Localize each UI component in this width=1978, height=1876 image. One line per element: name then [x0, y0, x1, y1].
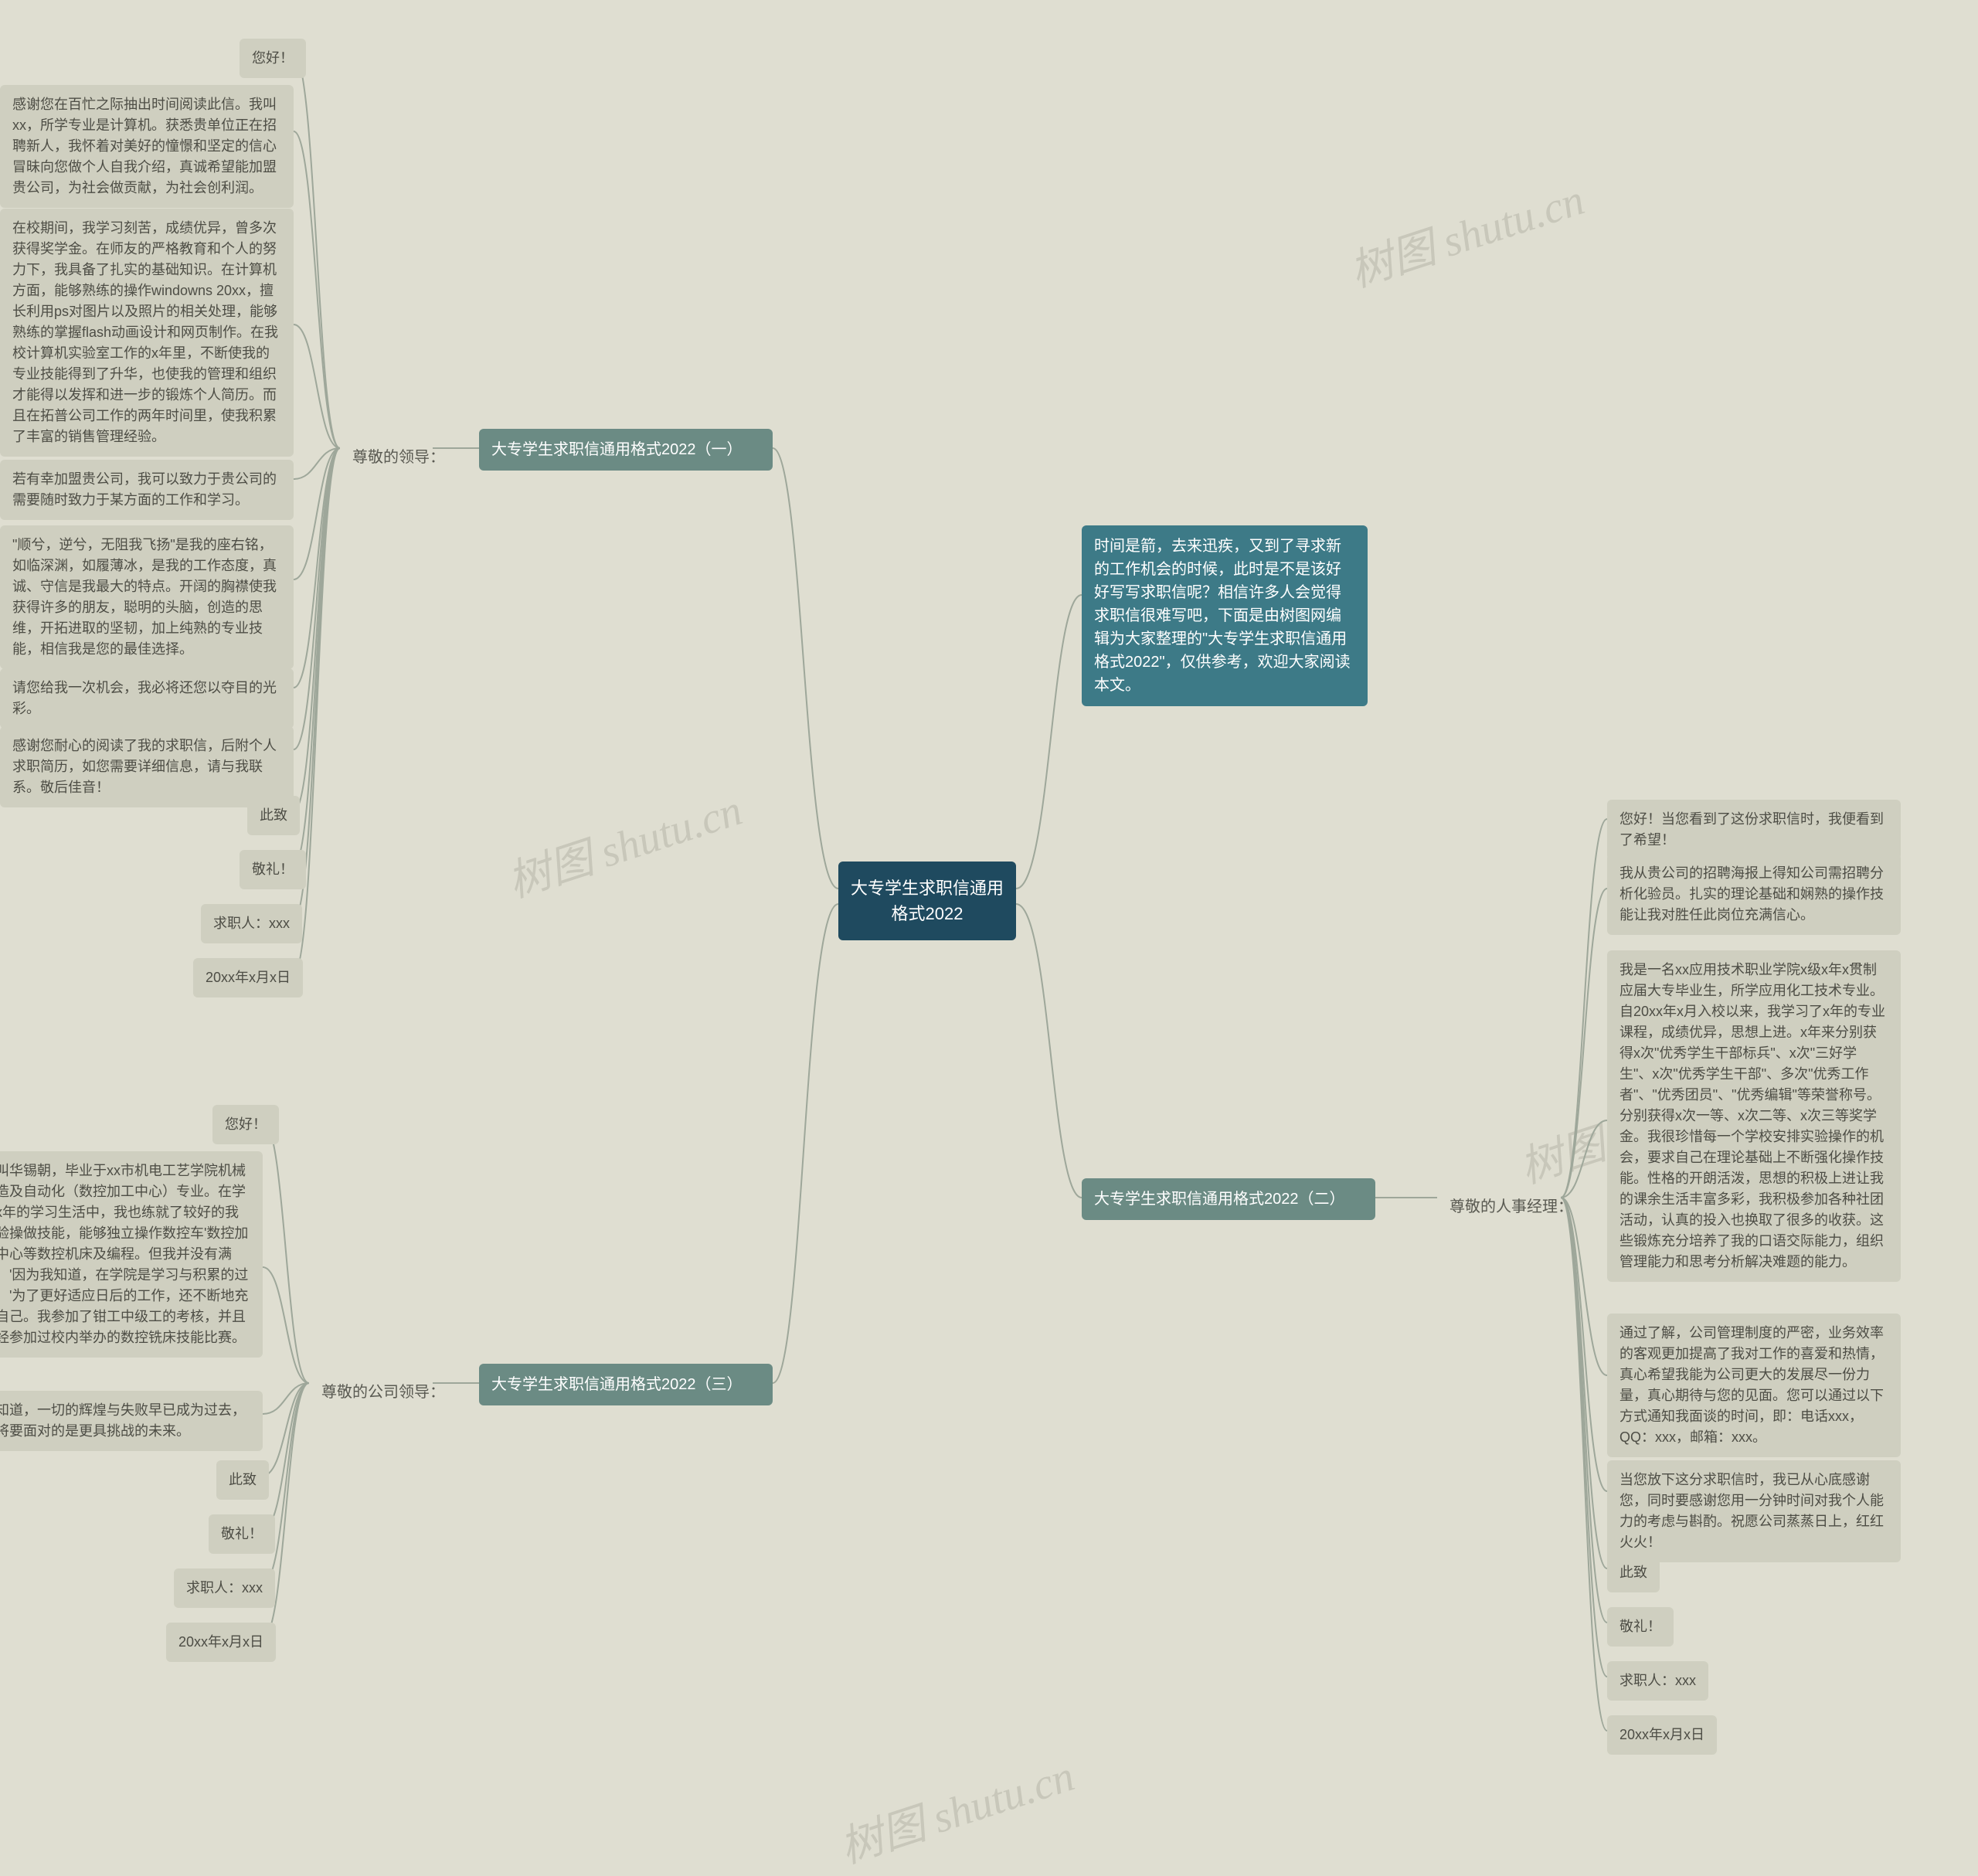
section-3[interactable]: 大专学生求职信通用格式2022（三） [479, 1364, 773, 1405]
intro-node[interactable]: 时间是箭，去来迅疾，又到了寻求新的工作机会的时候，此时是不是该好好写写求职信呢？… [1082, 525, 1368, 706]
section-3-leaf[interactable]: 我叫华锡朝，毕业于xx市机电工艺学院机械制造及自动化（数控加工中心）专业。在学院… [0, 1151, 263, 1358]
section-3-leaf[interactable]: 20xx年x月x日 [166, 1623, 276, 1662]
section-1-leaf[interactable]: 在校期间，我学习刻苦，成绩优异，曾多次获得奖学金。在师友的严格教育和个人的努力下… [0, 209, 294, 457]
section-2-leaf[interactable]: 我从贵公司的招聘海报上得知公司需招聘分析化验员。扎实的理论基础和娴熟的操作技能让… [1607, 854, 1901, 935]
section-1-sub[interactable]: 尊敬的领导： [340, 437, 457, 478]
watermark: 树图 shutu.cn [498, 775, 749, 909]
section-2[interactable]: 大专学生求职信通用格式2022（二） [1082, 1178, 1375, 1220]
section-3-leaf[interactable]: 此致 [216, 1460, 269, 1500]
section-3-leaf[interactable]: 我知道，一切的辉煌与失败早已成为过去，我将要面对的是更具挑战的未来。 [0, 1391, 263, 1451]
section-2-leaf[interactable]: 当您放下这分求职信时，我已从心底感谢您，同时要感谢您用一分钟时间对我个人能力的考… [1607, 1460, 1901, 1562]
section-1-leaf[interactable]: 感谢您耐心的阅读了我的求职信，后附个人求职简历，如您需要详细信息，请与我联系。敬… [0, 726, 294, 807]
root-node[interactable]: 大专学生求职信通用格式2022 [838, 862, 1016, 940]
section-1-leaf[interactable]: 20xx年x月x日 [193, 958, 303, 997]
watermark: 树图 shutu.cn [831, 1741, 1081, 1875]
watermark: 树图 shutu.cn [1341, 165, 1591, 299]
section-1-leaf[interactable]: "顺兮，逆兮，无阻我飞扬"是我的座右铭，如临深渊，如履薄冰，是我的工作态度，真诚… [0, 525, 294, 669]
section-1-leaf[interactable]: 此致 [247, 796, 300, 835]
section-1-leaf[interactable]: 您好！ [240, 39, 306, 78]
section-1-leaf[interactable]: 求职人：xxx [201, 904, 302, 943]
section-3-leaf[interactable]: 求职人：xxx [174, 1568, 275, 1608]
section-2-leaf[interactable]: 20xx年x月x日 [1607, 1715, 1717, 1755]
section-1-leaf[interactable]: 感谢您在百忙之际抽出时间阅读此信。我叫xx，所学专业是计算机。获悉贵单位正在招聘… [0, 85, 294, 208]
section-1-leaf[interactable]: 若有幸加盟贵公司，我可以致力于贵公司的需要随时致力于某方面的工作和学习。 [0, 460, 294, 520]
section-2-leaf[interactable]: 我是一名xx应用技术职业学院x级x年x贯制应届大专毕业生，所学应用化工技术专业。… [1607, 950, 1901, 1282]
section-2-sub[interactable]: 尊敬的人事经理： [1437, 1186, 1585, 1228]
section-2-leaf[interactable]: 通过了解，公司管理制度的严密，业务效率的客观更加提高了我对工作的喜爱和热情，真心… [1607, 1314, 1901, 1457]
section-3-sub[interactable]: 尊敬的公司领导： [309, 1371, 457, 1413]
section-3-leaf[interactable]: 敬礼！ [209, 1514, 275, 1554]
section-1-leaf[interactable]: 敬礼！ [240, 850, 306, 889]
section-2-leaf[interactable]: 求职人：xxx [1607, 1661, 1708, 1701]
section-2-leaf[interactable]: 您好！当您看到了这份求职信时，我便看到了希望！ [1607, 800, 1901, 860]
section-1-leaf[interactable]: 请您给我一次机会，我必将还您以夺目的光彩。 [0, 668, 294, 729]
section-1[interactable]: 大专学生求职信通用格式2022（一） [479, 429, 773, 471]
section-2-leaf[interactable]: 敬礼！ [1607, 1607, 1674, 1647]
section-2-leaf[interactable]: 此致 [1607, 1553, 1660, 1592]
section-3-leaf[interactable]: 您好！ [212, 1105, 279, 1144]
